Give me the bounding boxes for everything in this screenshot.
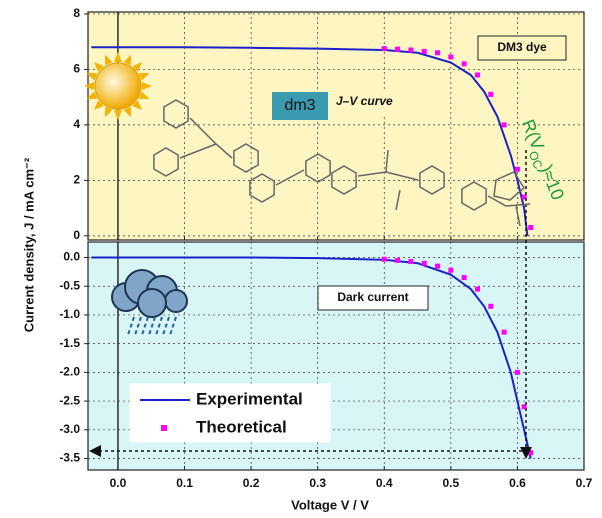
x-tick-label: 0.0 [110, 476, 127, 490]
y-tick-label: -1.5 [59, 336, 80, 350]
y-tick-label: -2.0 [59, 365, 80, 379]
x-tick-label: 0.4 [376, 476, 393, 490]
annotation: Dark current [337, 290, 408, 304]
theoretical-point [475, 72, 480, 77]
theoretical-point [395, 47, 400, 52]
theoretical-point [515, 370, 520, 375]
theoretical-point [488, 304, 493, 309]
theoretical-point [382, 257, 387, 262]
theoretical-point [382, 46, 387, 51]
cloud-puff [165, 290, 187, 312]
theoretical-point [408, 259, 413, 264]
x-tick-label: 0.6 [509, 476, 526, 490]
theoretical-point [488, 92, 493, 97]
y-tick-label: 6 [73, 62, 80, 76]
annotation: dm3 [284, 97, 315, 114]
theoretical-point [422, 49, 427, 54]
theoretical-point [502, 122, 507, 127]
annotation: J–V curve [336, 94, 393, 108]
theoretical-point [408, 48, 413, 53]
theoretical-point [435, 264, 440, 269]
chart: 0 2 4 6 8 0.0 -0.5 -1.0 -1.5 -2.0 -2.5 -3.0 -3.5 0.0 0… [0, 0, 602, 518]
theoretical-point [515, 167, 520, 172]
theoretical-point [475, 287, 480, 292]
y-tick-label: -3.5 [59, 451, 80, 465]
x-axis-label: Voltage V / V [291, 497, 369, 512]
x-tick-label: 0.3 [309, 476, 326, 490]
theoretical-point [528, 225, 533, 230]
legend-label: Experimental [196, 389, 303, 408]
x-tick-label: 0.1 [176, 476, 193, 490]
theoretical-point [448, 268, 453, 273]
theoretical-point [528, 450, 533, 455]
theoretical-point [422, 261, 427, 266]
sun-disc [95, 63, 141, 109]
y-tick-label: -2.5 [59, 393, 80, 407]
x-tick-label: 0.5 [443, 476, 460, 490]
theoretical-point [462, 61, 467, 66]
cloud-puff [138, 289, 166, 317]
theoretical-point [462, 275, 467, 280]
y-tick-label: 8 [73, 6, 80, 20]
x-tick-label: 0.7 [576, 476, 593, 490]
y-tick-label: 4 [73, 117, 80, 131]
x-tick-label: 0.2 [243, 476, 260, 490]
y-tick-label: 0.0 [63, 250, 80, 264]
y-tick-label: 0 [73, 228, 80, 242]
y-tick-label: -1.0 [59, 307, 80, 321]
theoretical-point [435, 50, 440, 55]
legend-swatch [161, 425, 167, 431]
annotation: DM3 dye [497, 40, 547, 54]
theoretical-point [448, 54, 453, 59]
y-tick-label: 2 [73, 173, 80, 187]
y-tick-label: -0.5 [59, 278, 80, 292]
theoretical-point [502, 330, 507, 335]
y-tick-label: -3.0 [59, 422, 80, 436]
theoretical-point [395, 258, 400, 263]
legend-label: Theoretical [196, 417, 287, 436]
y-axis-label: Current density, J / mA cm⁻² [21, 157, 36, 332]
